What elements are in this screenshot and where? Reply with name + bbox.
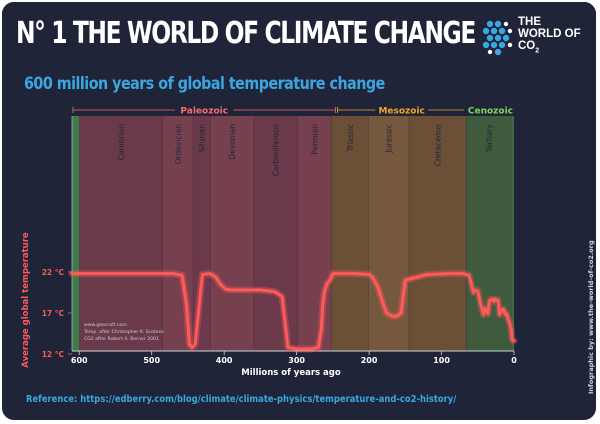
infographic-credit: Infographic by: www.the-world-of-co2.org: [587, 240, 595, 394]
era-label: Mesozoic: [378, 107, 424, 117]
logo-co: CO: [518, 40, 536, 52]
period-label: Permian: [310, 124, 319, 155]
era-label: Cenozoic: [468, 107, 513, 117]
page-title: N° 1 THE WORLD OF CLIMATE CHANGE: [16, 16, 476, 51]
logo-subscript: 2: [535, 47, 540, 55]
x-tick-label: 100: [433, 356, 450, 365]
pre-cambrian-band: [72, 116, 80, 351]
x-tick-label: 200: [361, 356, 378, 365]
chart-subtitle: 600 million years of global temperature …: [24, 74, 385, 94]
logo-line-3: CO2: [518, 40, 581, 57]
reference-link[interactable]: Reference: https://edberry.com/blog/clim…: [26, 394, 457, 405]
source-note-3: CO2 after Robert A. Berner 2001: [84, 336, 159, 342]
era-label-bg: [175, 104, 234, 116]
logo-line-2: WORLD OF: [518, 28, 581, 40]
source-note-2: Temp. after Christopher R. Scotese: [83, 329, 164, 335]
co2-logo-icon: [482, 20, 513, 56]
era-label-bg: [464, 104, 517, 116]
temperature-series: [68, 270, 518, 353]
y-tick-label: 22 °C: [42, 268, 65, 277]
x-tick-label: 500: [143, 356, 160, 365]
temperature-line: [70, 272, 516, 351]
x-axis-title: Millions of years ago: [241, 368, 341, 378]
period-bands: Cambrian Ordovician Silurian Devonian Carbon…: [72, 116, 514, 351]
period-label: Triassic: [346, 124, 355, 152]
era-bracket: Paleozoic: [72, 104, 336, 117]
temperature-chart: Cambrian Ordovician Silurian Devonian Carbon…: [21, 104, 518, 378]
x-tick-label: 300: [288, 356, 305, 365]
tick-labels: 600 500 400 300 200 100 0 22 °C 17 °C 12 °C: [42, 268, 518, 365]
logo-wordmark: THE WORLD OF CO2: [518, 16, 581, 57]
x-tick-label: 600: [71, 356, 88, 365]
era-bracket: Cenozoic: [464, 104, 517, 117]
period-band: [210, 116, 254, 351]
period-label: Cretaceous: [434, 124, 443, 166]
period-label: Tertiary: [485, 123, 494, 153]
period-label: Ordovician: [174, 124, 183, 165]
period-label: Jurassic: [385, 124, 394, 154]
era-label-bg: [375, 104, 429, 116]
quaternary-band: [512, 116, 514, 351]
x-tick-label: 400: [216, 356, 233, 365]
period-band: [331, 116, 369, 351]
chart-axes: [71, 116, 514, 352]
logo-line-1: THE: [518, 16, 541, 28]
y-axis-title: Average global temperature: [21, 232, 31, 368]
source-note-1: www.geocraft.com: [84, 322, 127, 328]
period-band: [297, 116, 332, 351]
infographic-card: N° 1 THE WORLD OF CLIMATE CHANGE THE WOR…: [2, 2, 596, 420]
header-band: [2, 2, 596, 66]
period-band: [79, 116, 163, 351]
period-label: Silurian: [198, 124, 207, 152]
period-label: Carboniferous: [272, 124, 281, 177]
period-band: [193, 116, 211, 351]
source-notes: www.geocraft.com Temp. after Christopher…: [83, 322, 164, 342]
period-band: [253, 116, 298, 351]
y-tick-label: 17 °C: [42, 309, 65, 318]
period-label: Devonian: [228, 124, 237, 160]
era-brackets: Paleozoic Mesozoic Cenozoic: [72, 104, 517, 117]
period-label: Cambrian: [117, 124, 126, 161]
x-tick-label: 0: [511, 356, 517, 365]
y-tick-label: 12 °C: [42, 350, 65, 359]
era-bracket: Mesozoic: [337, 104, 467, 117]
era-label: Paleozoic: [180, 107, 228, 117]
period-band: [408, 116, 467, 351]
